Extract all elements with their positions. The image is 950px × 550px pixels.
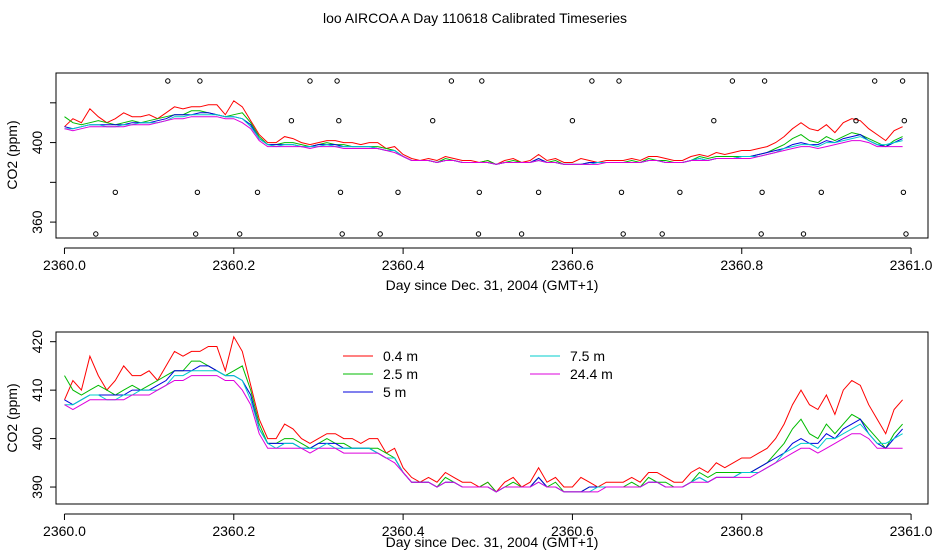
- marker-point: [711, 118, 717, 124]
- bottom-series-line-3: [64, 370, 903, 493]
- marker-point: [729, 78, 736, 84]
- marker-point: [339, 231, 345, 237]
- bottom-x-tick-label: 2360.4: [382, 523, 425, 539]
- bottom-y-tick-label: 420: [29, 330, 45, 354]
- marker-point: [535, 189, 542, 196]
- marker-point: [758, 231, 764, 237]
- marker-point: [853, 118, 859, 124]
- marker-point: [93, 231, 99, 237]
- top-plot-frame: [55, 72, 929, 239]
- top-x-tick-label: 2360.4: [382, 257, 425, 273]
- marker-point: [677, 189, 683, 196]
- marker-point: [237, 231, 243, 237]
- top-series-line-1: [64, 110, 903, 165]
- marker-point: [193, 231, 199, 237]
- legend-label: 24.4 m: [570, 366, 613, 382]
- top-series-lines: [64, 100, 903, 165]
- bottom-plot-frame: [55, 331, 929, 505]
- top-x-tick-label: 2360.8: [720, 257, 763, 273]
- marker-point: [337, 189, 344, 196]
- bottom-x-tick-label: 2360.2: [212, 523, 255, 539]
- marker-point: [377, 231, 383, 237]
- bottom-x-tick-label: 2360.6: [551, 523, 594, 539]
- marker-point: [800, 231, 807, 237]
- marker-point: [901, 118, 907, 124]
- bottom-x-axis-label: Day since Dec. 31, 2004 (GMT+1): [386, 534, 599, 550]
- bottom-y-axis: 390 400 410 420: [29, 330, 57, 499]
- bottom-x-tick-label: 2360.8: [720, 523, 763, 539]
- marker-point: [589, 78, 595, 84]
- bottom-x-axis: 2360.0 2360.2 2360.4 2360.6 2360.8 2361.0: [43, 513, 933, 539]
- marker-point: [518, 231, 525, 237]
- marker-point: [288, 118, 295, 124]
- bottom-series-line-1: [64, 360, 903, 493]
- top-panel: 2360.0 2360.2 2360.4 2360.6 2360.8 2361.0 360…: [4, 72, 933, 293]
- marker-point: [448, 78, 455, 84]
- top-series-line-0: [64, 100, 903, 165]
- top-y-axis-label: CO2 (ppm): [4, 120, 20, 189]
- legend-label: 7.5 m: [570, 348, 605, 364]
- marker-point: [900, 189, 907, 196]
- chart-title: loo AIRCOA A Day 110618 Calibrated Times…: [322, 10, 627, 26]
- marker-point: [616, 78, 622, 84]
- marker-point: [761, 78, 768, 84]
- marker-point: [395, 189, 401, 196]
- top-x-axis-label: Day since Dec. 31, 2004 (GMT+1): [386, 277, 599, 293]
- legend-label: 5 m: [383, 384, 406, 400]
- top-series-line-2: [64, 112, 903, 165]
- marker-point: [430, 118, 436, 124]
- marker-point: [254, 189, 261, 196]
- marker-point: [475, 231, 482, 237]
- marker-point: [899, 78, 906, 84]
- marker-point: [197, 78, 203, 84]
- top-x-tick-label: 2360.0: [43, 257, 86, 273]
- marker-point: [618, 189, 625, 196]
- top-x-tick-label: 2360.2: [212, 257, 255, 273]
- marker-point: [759, 189, 765, 196]
- bottom-series-line-0: [64, 335, 903, 493]
- bottom-y-tick-label: 400: [29, 427, 45, 451]
- legend-label: 0.4 m: [383, 348, 418, 364]
- bottom-x-tick-label: 2360.0: [43, 523, 86, 539]
- marker-point: [620, 231, 626, 237]
- top-y-tick-label: 360: [29, 210, 45, 234]
- top-y-axis: 360 400: [29, 102, 57, 234]
- bottom-series-lines: [64, 335, 903, 493]
- marker-point: [165, 78, 171, 84]
- marker-point: [903, 231, 909, 237]
- top-markers: [93, 78, 909, 237]
- top-x-tick-label: 2360.6: [551, 257, 594, 273]
- marker-point: [569, 118, 576, 124]
- top-series-line-3: [64, 114, 903, 165]
- bottom-y-axis-label: CO2 (ppm): [4, 383, 20, 452]
- marker-point: [334, 78, 340, 84]
- marker-point: [818, 189, 824, 196]
- marker-point: [307, 78, 313, 84]
- bottom-series-line-4: [64, 375, 903, 493]
- bottom-x-tick-label: 2361.0: [890, 523, 933, 539]
- marker-point: [112, 189, 119, 196]
- bottom-panel: 2360.0 2360.2 2360.4 2360.6 2360.8 2361.0 390…: [4, 330, 933, 550]
- top-x-tick-label: 2361.0: [890, 257, 933, 273]
- top-series-line-4: [64, 116, 903, 165]
- bottom-series-line-2: [64, 365, 903, 493]
- top-y-tick-label: 400: [29, 131, 45, 155]
- marker-point: [194, 189, 201, 196]
- marker-point: [479, 78, 485, 84]
- top-x-axis: 2360.0 2360.2 2360.4 2360.6 2360.8 2361.0: [43, 247, 933, 273]
- bottom-y-tick-label: 410: [29, 378, 45, 402]
- marker-point: [476, 189, 482, 196]
- bottom-y-tick-label: 390: [29, 475, 45, 499]
- marker-point: [659, 231, 665, 237]
- legend-label: 2.5 m: [383, 366, 418, 382]
- marker-point: [872, 78, 878, 84]
- marker-point: [336, 118, 342, 124]
- legend: 0.4 m 2.5 m 5 m 7.5 m 24.4 m: [343, 348, 613, 400]
